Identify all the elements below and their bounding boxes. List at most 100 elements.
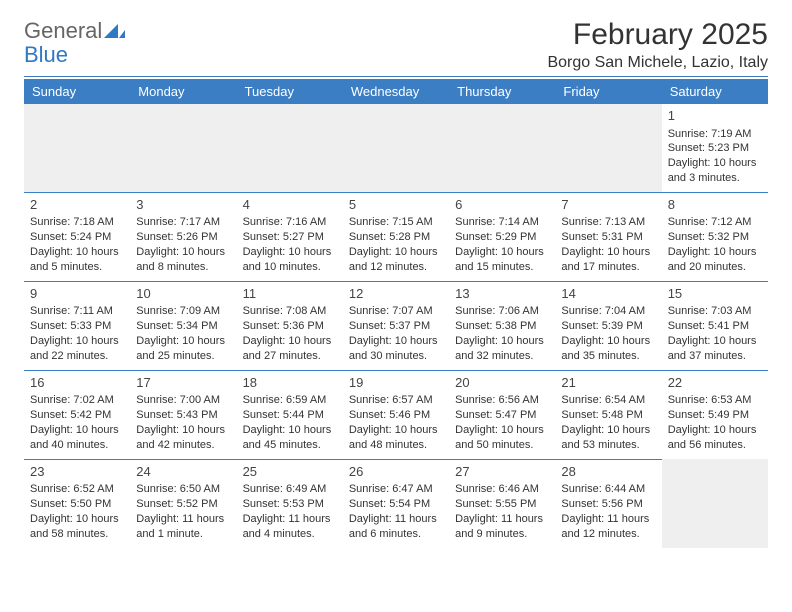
sunset-text: Sunset: 5:39 PM	[561, 319, 655, 334]
calendar-cell: 2Sunrise: 7:18 AMSunset: 5:24 PMDaylight…	[24, 192, 130, 281]
sunset-text: Sunset: 5:42 PM	[30, 408, 124, 423]
sunset-text: Sunset: 5:26 PM	[136, 230, 230, 245]
header-rule	[24, 76, 768, 77]
day-number: 26	[349, 463, 443, 481]
sunrise-text: Sunrise: 6:57 AM	[349, 393, 443, 408]
calendar-cell: 1Sunrise: 7:19 AMSunset: 5:23 PMDaylight…	[662, 104, 768, 192]
calendar-table: Sunday Monday Tuesday Wednesday Thursday…	[24, 79, 768, 548]
sunset-text: Sunset: 5:29 PM	[455, 230, 549, 245]
title-block: February 2025 Borgo San Michele, Lazio, …	[547, 18, 768, 72]
sunset-text: Sunset: 5:33 PM	[30, 319, 124, 334]
day-header: Friday	[555, 79, 661, 104]
calendar-cell: 15Sunrise: 7:03 AMSunset: 5:41 PMDayligh…	[662, 281, 768, 370]
sunrise-text: Sunrise: 7:16 AM	[243, 215, 337, 230]
header: General February 2025 Borgo San Michele,…	[24, 18, 768, 72]
calendar-cell: 12Sunrise: 7:07 AMSunset: 5:37 PMDayligh…	[343, 281, 449, 370]
sunset-text: Sunset: 5:47 PM	[455, 408, 549, 423]
day2-text: and 12 minutes.	[561, 527, 655, 542]
month-title: February 2025	[547, 18, 768, 52]
day-header-row: Sunday Monday Tuesday Wednesday Thursday…	[24, 79, 768, 104]
day-number: 18	[243, 374, 337, 392]
day-number: 4	[243, 196, 337, 214]
day1-text: Daylight: 10 hours	[455, 334, 549, 349]
sunset-text: Sunset: 5:48 PM	[561, 408, 655, 423]
day2-text: and 8 minutes.	[136, 260, 230, 275]
day2-text: and 3 minutes.	[668, 171, 762, 186]
sunrise-text: Sunrise: 7:09 AM	[136, 304, 230, 319]
day1-text: Daylight: 10 hours	[243, 334, 337, 349]
day2-text: and 4 minutes.	[243, 527, 337, 542]
day-number: 3	[136, 196, 230, 214]
day1-text: Daylight: 10 hours	[30, 423, 124, 438]
location: Borgo San Michele, Lazio, Italy	[547, 54, 768, 72]
calendar-cell: 7Sunrise: 7:13 AMSunset: 5:31 PMDaylight…	[555, 192, 661, 281]
sunrise-text: Sunrise: 6:54 AM	[561, 393, 655, 408]
calendar-cell: 27Sunrise: 6:46 AMSunset: 5:55 PMDayligh…	[449, 459, 555, 547]
day2-text: and 58 minutes.	[30, 527, 124, 542]
day1-text: Daylight: 10 hours	[668, 156, 762, 171]
calendar-cell: 13Sunrise: 7:06 AMSunset: 5:38 PMDayligh…	[449, 281, 555, 370]
sunrise-text: Sunrise: 7:14 AM	[455, 215, 549, 230]
calendar-cell: 22Sunrise: 6:53 AMSunset: 5:49 PMDayligh…	[662, 370, 768, 459]
day1-text: Daylight: 10 hours	[668, 423, 762, 438]
day1-text: Daylight: 10 hours	[455, 423, 549, 438]
calendar-week: 23Sunrise: 6:52 AMSunset: 5:50 PMDayligh…	[24, 459, 768, 547]
logo-word-general: General	[24, 18, 102, 44]
day1-text: Daylight: 11 hours	[349, 512, 443, 527]
day-number: 28	[561, 463, 655, 481]
day2-text: and 35 minutes.	[561, 349, 655, 364]
day1-text: Daylight: 10 hours	[668, 245, 762, 260]
day1-text: Daylight: 10 hours	[243, 423, 337, 438]
sunset-text: Sunset: 5:24 PM	[30, 230, 124, 245]
sunrise-text: Sunrise: 6:59 AM	[243, 393, 337, 408]
sunset-text: Sunset: 5:27 PM	[243, 230, 337, 245]
day2-text: and 40 minutes.	[30, 438, 124, 453]
day1-text: Daylight: 10 hours	[30, 245, 124, 260]
day2-text: and 50 minutes.	[455, 438, 549, 453]
day2-text: and 27 minutes.	[243, 349, 337, 364]
sunrise-text: Sunrise: 7:02 AM	[30, 393, 124, 408]
logo-sail-icon	[104, 22, 126, 40]
day-header: Saturday	[662, 79, 768, 104]
calendar-head: Sunday Monday Tuesday Wednesday Thursday…	[24, 79, 768, 104]
calendar-cell-empty	[130, 104, 236, 192]
calendar-cell: 21Sunrise: 6:54 AMSunset: 5:48 PMDayligh…	[555, 370, 661, 459]
sunrise-text: Sunrise: 7:15 AM	[349, 215, 443, 230]
day2-text: and 17 minutes.	[561, 260, 655, 275]
day1-text: Daylight: 10 hours	[349, 245, 443, 260]
sunrise-text: Sunrise: 7:00 AM	[136, 393, 230, 408]
day2-text: and 10 minutes.	[243, 260, 337, 275]
day2-text: and 5 minutes.	[30, 260, 124, 275]
calendar-week: 2Sunrise: 7:18 AMSunset: 5:24 PMDaylight…	[24, 192, 768, 281]
calendar-week: 9Sunrise: 7:11 AMSunset: 5:33 PMDaylight…	[24, 281, 768, 370]
sunset-text: Sunset: 5:34 PM	[136, 319, 230, 334]
sunset-text: Sunset: 5:56 PM	[561, 497, 655, 512]
calendar-cell: 19Sunrise: 6:57 AMSunset: 5:46 PMDayligh…	[343, 370, 449, 459]
calendar-cell: 11Sunrise: 7:08 AMSunset: 5:36 PMDayligh…	[237, 281, 343, 370]
day1-text: Daylight: 10 hours	[561, 334, 655, 349]
sunrise-text: Sunrise: 6:47 AM	[349, 482, 443, 497]
sunrise-text: Sunrise: 6:50 AM	[136, 482, 230, 497]
calendar-cell: 20Sunrise: 6:56 AMSunset: 5:47 PMDayligh…	[449, 370, 555, 459]
calendar-cell: 18Sunrise: 6:59 AMSunset: 5:44 PMDayligh…	[237, 370, 343, 459]
sunset-text: Sunset: 5:31 PM	[561, 230, 655, 245]
day2-text: and 9 minutes.	[455, 527, 549, 542]
day-number: 10	[136, 285, 230, 303]
calendar-cell-empty	[343, 104, 449, 192]
sunrise-text: Sunrise: 6:46 AM	[455, 482, 549, 497]
day-number: 22	[668, 374, 762, 392]
day2-text: and 53 minutes.	[561, 438, 655, 453]
day1-text: Daylight: 10 hours	[136, 245, 230, 260]
sunset-text: Sunset: 5:55 PM	[455, 497, 549, 512]
calendar-cell-empty	[449, 104, 555, 192]
day2-text: and 45 minutes.	[243, 438, 337, 453]
sunset-text: Sunset: 5:52 PM	[136, 497, 230, 512]
sunset-text: Sunset: 5:50 PM	[30, 497, 124, 512]
calendar-cell: 4Sunrise: 7:16 AMSunset: 5:27 PMDaylight…	[237, 192, 343, 281]
sunrise-text: Sunrise: 7:17 AM	[136, 215, 230, 230]
calendar-cell: 6Sunrise: 7:14 AMSunset: 5:29 PMDaylight…	[449, 192, 555, 281]
logo-word-blue: Blue	[24, 42, 68, 68]
day-header: Wednesday	[343, 79, 449, 104]
sunset-text: Sunset: 5:32 PM	[668, 230, 762, 245]
sunset-text: Sunset: 5:53 PM	[243, 497, 337, 512]
